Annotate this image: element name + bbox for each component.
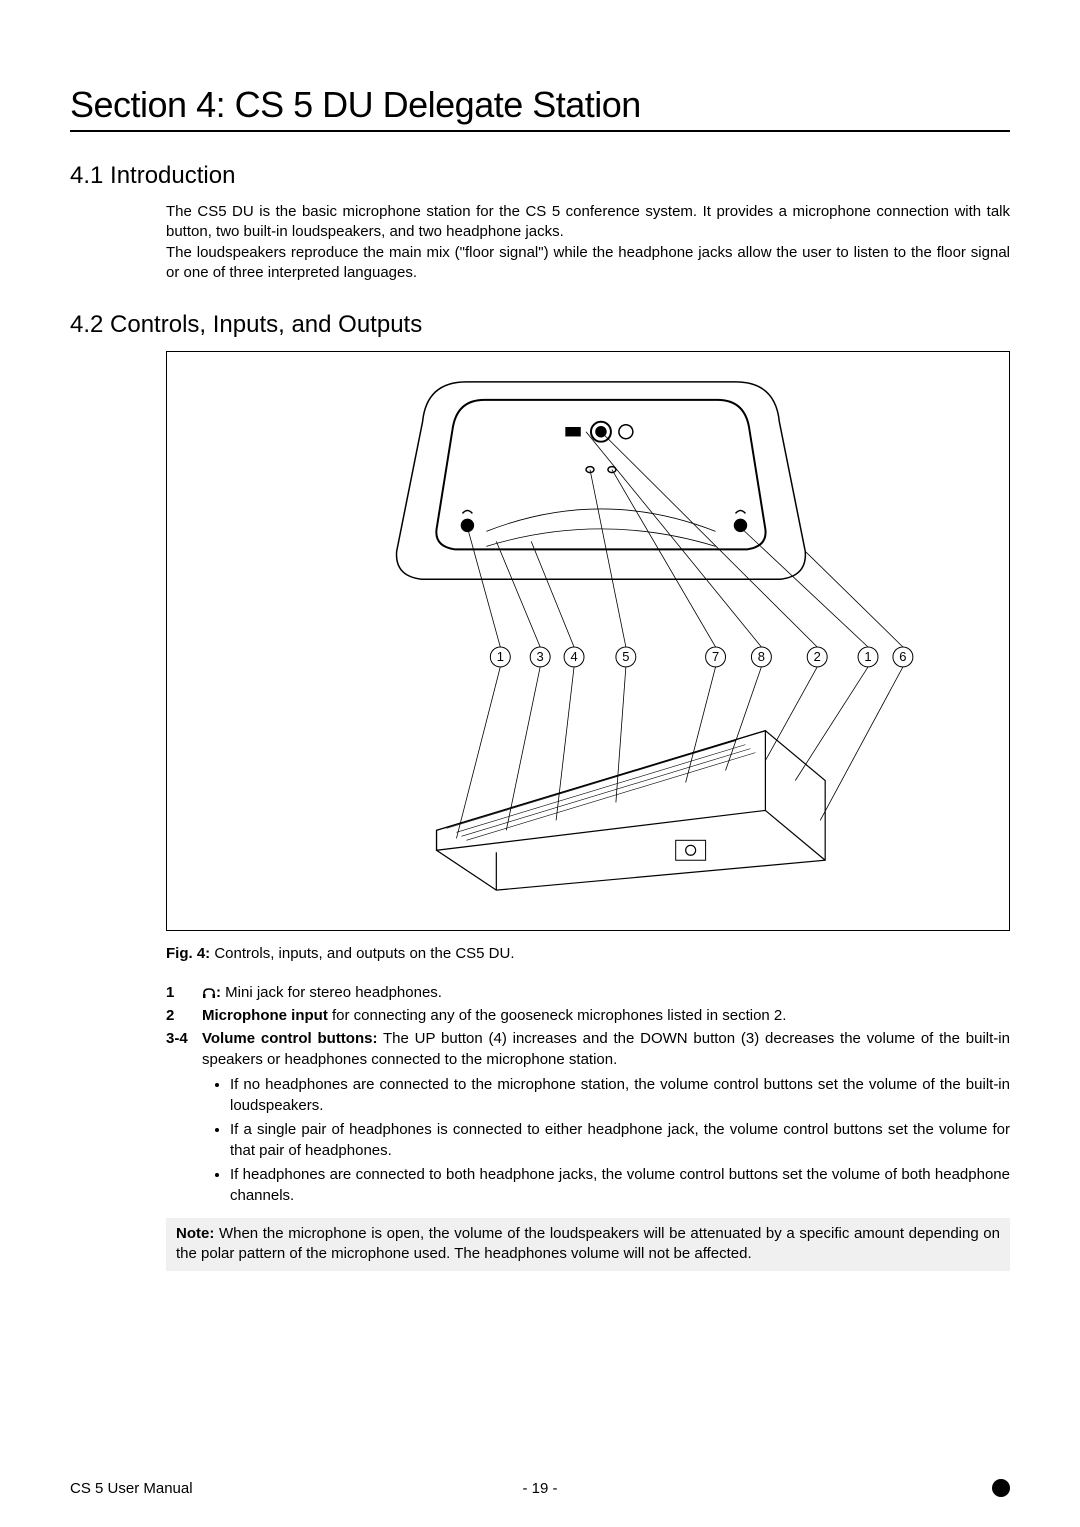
controls-heading: 4.2 Controls, Inputs, and Outputs (70, 311, 1010, 339)
item-body: Volume control buttons: The UP button (4… (202, 1028, 1010, 1216)
intro-heading: 4.1 Introduction (70, 162, 1010, 190)
note-label: Note: (176, 1225, 214, 1242)
item-text: for connecting any of the gooseneck micr… (328, 1007, 787, 1024)
item-label: Volume control buttons: (202, 1030, 377, 1047)
page: Section 4: CS 5 DU Delegate Station 4.1 … (0, 0, 1080, 1527)
bullet-list: If no headphones are connected to the mi… (202, 1074, 1010, 1206)
svg-text:8: 8 (758, 649, 765, 664)
svg-text:2: 2 (814, 649, 821, 664)
bullet-item: If no headphones are connected to the mi… (230, 1074, 1010, 1116)
item-num: 3-4 (166, 1028, 202, 1216)
svg-text:1: 1 (864, 649, 871, 664)
item-label: Microphone input (202, 1007, 328, 1024)
figure-caption: Fig. 4: Controls, inputs, and outputs on… (166, 945, 1010, 962)
item-num: 1 (166, 982, 202, 1003)
controls-list: 1 : Mini jack for stereo headphones. 2 M… (166, 982, 1010, 1216)
footer-page-num: - 19 - (522, 1480, 557, 1497)
svg-text:4: 4 (570, 649, 577, 664)
intro-p2: The loudspeakers reproduce the main mix … (166, 244, 1010, 281)
intro-p1: The CS5 DU is the basic microphone stati… (166, 203, 1010, 240)
item-text: Mini jack for stereo headphones. (221, 984, 442, 1001)
svg-text:6: 6 (899, 649, 906, 664)
list-item: 2 Microphone input for connecting any of… (166, 1005, 1010, 1026)
fig-text: Controls, inputs, and outputs on the CS5… (210, 945, 514, 962)
svg-text:1: 1 (497, 649, 504, 664)
device-diagram: 1 3 4 5 7 8 2 1 6 (167, 352, 1009, 930)
item-body: Microphone input for connecting any of t… (202, 1005, 1010, 1026)
page-footer: CS 5 User Manual - 19 - (70, 1479, 1010, 1497)
item-body: : Mini jack for stereo headphones. (202, 982, 1010, 1003)
figure-box: 1 3 4 5 7 8 2 1 6 (166, 351, 1010, 931)
list-item: 1 : Mini jack for stereo headphones. (166, 982, 1010, 1003)
svg-text:5: 5 (622, 649, 629, 664)
note-box: Note: When the microphone is open, the v… (166, 1218, 1010, 1271)
bullet-item: If a single pair of headphones is connec… (230, 1119, 1010, 1161)
svg-text:3: 3 (537, 649, 544, 664)
list-item: 3-4 Volume control buttons: The UP butto… (166, 1028, 1010, 1216)
section-title: Section 4: CS 5 DU Delegate Station (70, 84, 1010, 132)
note-text: When the microphone is open, the volume … (176, 1225, 1000, 1262)
headphone-icon (202, 987, 216, 999)
brand-logo-icon (992, 1479, 1010, 1497)
fig-label: Fig. 4: (166, 945, 210, 962)
svg-text:7: 7 (712, 649, 719, 664)
intro-section: 4.1 Introduction The CS5 DU is the basic… (70, 162, 1010, 283)
intro-body: The CS5 DU is the basic microphone stati… (166, 202, 1010, 283)
controls-section: 4.2 Controls, Inputs, and Outputs (70, 311, 1010, 1271)
item-num: 2 (166, 1005, 202, 1026)
footer-left: CS 5 User Manual (70, 1480, 193, 1497)
bullet-item: If headphones are connected to both head… (230, 1164, 1010, 1206)
